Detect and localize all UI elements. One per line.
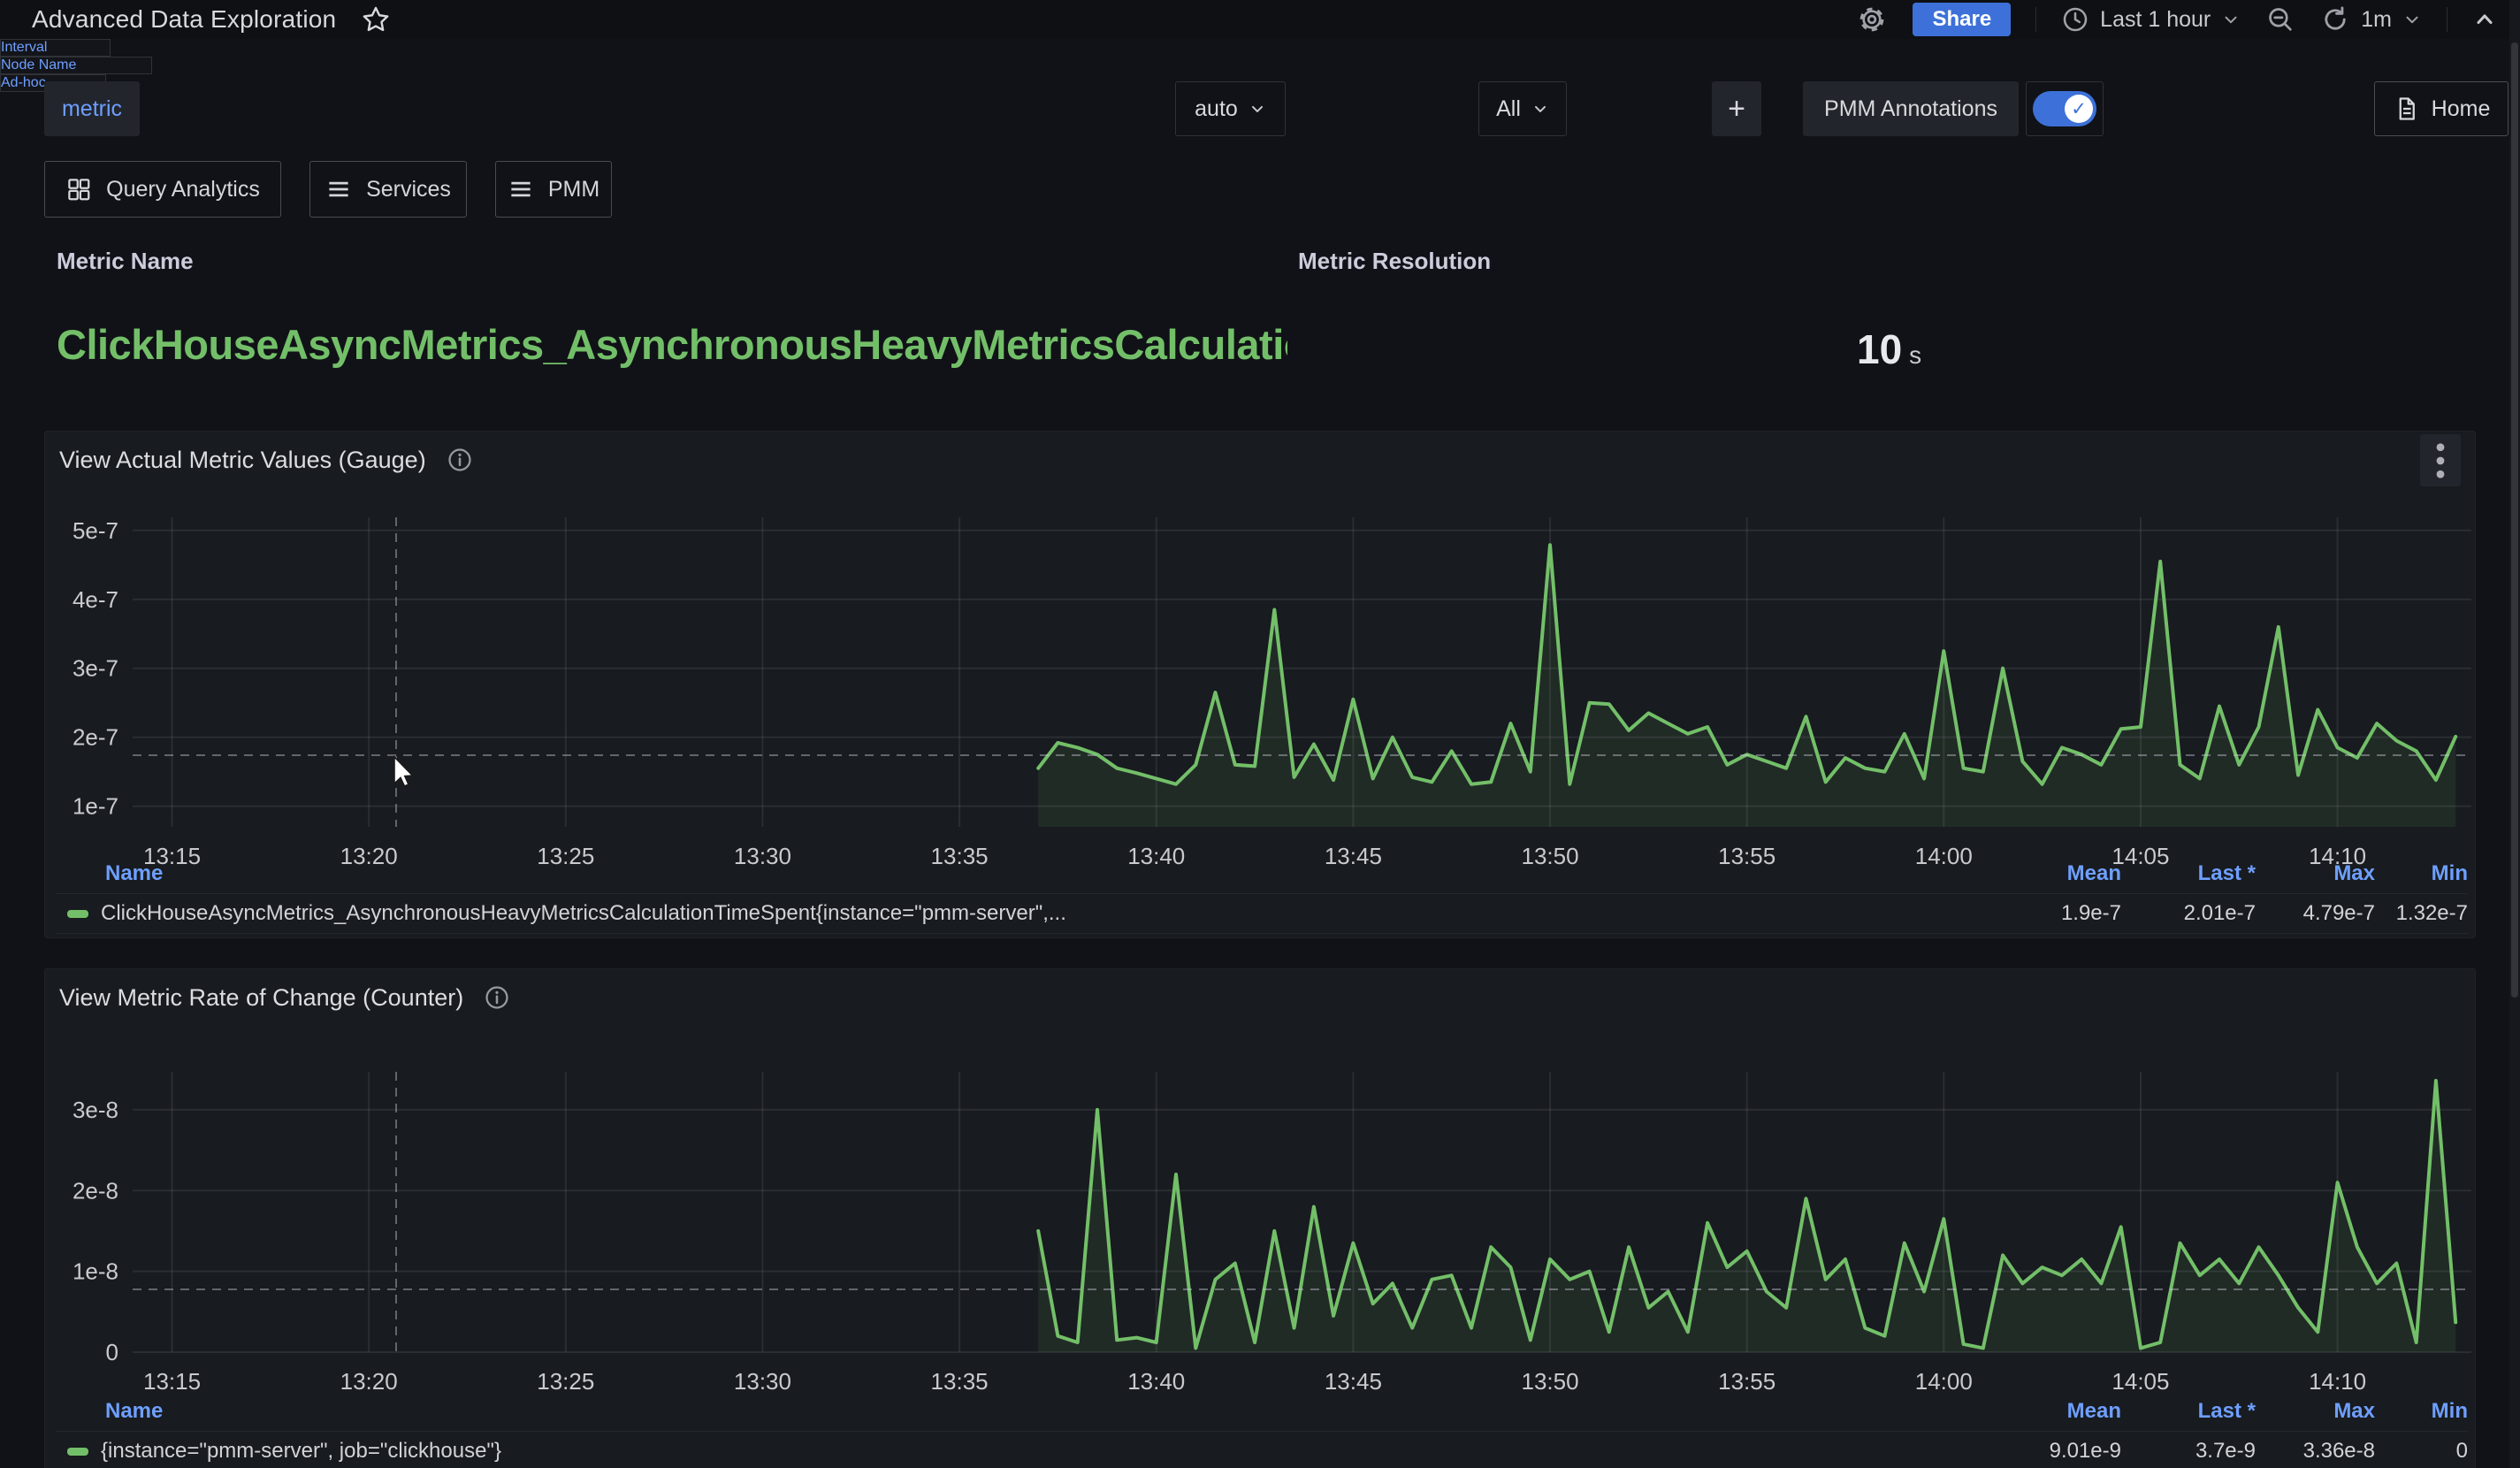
chevron-down-icon [2221, 10, 2241, 29]
panel-gauge: View Actual Metric Values (Gauge) Name M… [44, 431, 2476, 938]
legend-col-name[interactable]: Name [56, 861, 1989, 886]
scrollbar-thumb[interactable] [2511, 42, 2518, 998]
home-button-label: Home [2432, 96, 2491, 122]
series-min: 1.32e-7 [2375, 901, 2468, 926]
home-button[interactable]: Home [2374, 81, 2509, 136]
legend-col-last[interactable]: Last * [2121, 1399, 2256, 1424]
services-label: Services [366, 177, 451, 203]
time-range-picker[interactable]: Last 1 hour [2061, 5, 2241, 34]
kebab-icon [2434, 441, 2447, 480]
panel-gauge-title: View Actual Metric Values (Gauge) [59, 447, 426, 474]
metric-variable-label: metric [44, 81, 140, 136]
panel-counter-title: View Metric Rate of Change (Counter) [59, 984, 463, 1012]
interval-variable-label: Interval [0, 39, 111, 57]
series-min: 0 [2375, 1439, 2468, 1464]
chevron-down-icon [2402, 10, 2422, 29]
services-button[interactable]: Services [309, 161, 467, 218]
counter-legend-header: Name Mean Last * Max Min [56, 1392, 2468, 1431]
series-mean: 1.9e-7 [1989, 901, 2121, 926]
series-name: ClickHouseAsyncMetrics_AsynchronousHeavy… [56, 901, 1989, 926]
query-analytics-button[interactable]: Query Analytics [44, 161, 281, 218]
zoom-out-icon [2265, 4, 2295, 34]
legend-col-min[interactable]: Min [2375, 1399, 2468, 1424]
metric-resolution-heading: Metric Resolution [1298, 248, 1491, 275]
clock-icon [2061, 5, 2089, 34]
panel-counter-header[interactable]: View Metric Rate of Change (Counter) [45, 969, 2475, 1026]
series-max: 4.79e-7 [2256, 901, 2375, 926]
series-max: 3.36e-8 [2256, 1439, 2375, 1464]
counter-legend-row[interactable]: {instance="pmm-server", job="clickhouse"… [56, 1431, 2468, 1468]
toolbar-divider [2035, 7, 2036, 32]
legend-col-name[interactable]: Name [56, 1399, 1989, 1424]
chevron-down-icon [1249, 100, 1266, 118]
panel-gauge-header[interactable]: View Actual Metric Values (Gauge) [45, 432, 2475, 488]
series-last: 3.7e-9 [2121, 1439, 2256, 1464]
legend-col-min[interactable]: Min [2375, 861, 2468, 886]
metric-resolution-unit: s [1909, 341, 1921, 369]
series-mean: 9.01e-9 [1989, 1439, 2121, 1464]
series-swatch-icon [67, 910, 88, 918]
refresh-control[interactable]: 1m [2320, 4, 2422, 34]
interval-variable-value: auto [1195, 96, 1238, 122]
legend-col-mean[interactable]: Mean [1989, 1399, 2121, 1424]
time-range-label: Last 1 hour [2100, 7, 2211, 33]
toggle-check-icon: ✓ [2065, 95, 2093, 123]
panel-counter: View Metric Rate of Change (Counter) Nam… [44, 968, 2476, 1468]
caret-up-icon [2472, 7, 2497, 32]
panel-menu-button[interactable] [2420, 434, 2461, 486]
share-button[interactable]: Share [1913, 3, 2011, 36]
metric-name-value: ClickHouseAsyncMetrics_AsynchronousHeavy… [57, 320, 1287, 377]
interval-variable-select[interactable]: auto [1175, 81, 1286, 136]
hamburger-icon [508, 176, 534, 203]
pmm-button[interactable]: PMM [495, 161, 612, 218]
pmm-annotations-toggle-container: ✓ [2026, 81, 2104, 136]
info-icon[interactable] [446, 446, 474, 474]
refresh-icon [2320, 4, 2350, 34]
page-title: Advanced Data Exploration [32, 5, 336, 34]
legend-col-max[interactable]: Max [2256, 861, 2375, 886]
series-name: {instance="pmm-server", job="clickhouse"… [56, 1439, 1989, 1464]
query-analytics-label: Query Analytics [106, 177, 260, 203]
node-name-variable-select[interactable]: All [1478, 81, 1567, 136]
adhoc-add-button[interactable]: + [1712, 81, 1761, 136]
hamburger-icon [325, 176, 352, 203]
gauge-legend: Name Mean Last * Max Min ClickHouseAsync… [56, 854, 2468, 934]
legend-col-max[interactable]: Max [2256, 1399, 2375, 1424]
top-navbar: Advanced Data Exploration Share Last 1 h… [0, 0, 2520, 39]
collapse-topbar-button[interactable] [2472, 7, 2497, 32]
document-icon [2393, 96, 2419, 122]
scrollbar-track[interactable] [2509, 0, 2520, 1468]
gauge-legend-header: Name Mean Last * Max Min [56, 854, 2468, 893]
gauge-legend-row[interactable]: ClickHouseAsyncMetrics_AsynchronousHeavy… [56, 893, 2468, 934]
pmm-annotations-label: PMM Annotations [1803, 81, 2019, 136]
chevron-down-icon [1531, 100, 1549, 118]
star-icon [361, 4, 391, 34]
series-last: 2.01e-7 [2121, 901, 2256, 926]
refresh-interval-label: 1m [2361, 7, 2392, 33]
pmm-label: PMM [548, 177, 599, 203]
gear-icon [1856, 4, 1888, 35]
info-icon[interactable] [483, 983, 511, 1012]
counter-legend: Name Mean Last * Max Min {instance="pmm-… [56, 1392, 2468, 1468]
node-name-variable-value: All [1496, 96, 1521, 122]
metric-resolution-value: 10s [1857, 325, 1921, 373]
dashboard-settings-button[interactable] [1856, 4, 1888, 35]
legend-col-last[interactable]: Last * [2121, 861, 2256, 886]
legend-col-mean[interactable]: Mean [1989, 861, 2121, 886]
metric-name-heading: Metric Name [57, 248, 194, 275]
grid-icon [65, 176, 92, 203]
pmm-annotations-toggle[interactable]: ✓ [2033, 91, 2096, 126]
series-swatch-icon [67, 1448, 88, 1456]
zoom-out-button[interactable] [2265, 4, 2295, 34]
favorite-button[interactable] [361, 4, 391, 34]
node-name-variable-label: Node Name [0, 57, 152, 74]
